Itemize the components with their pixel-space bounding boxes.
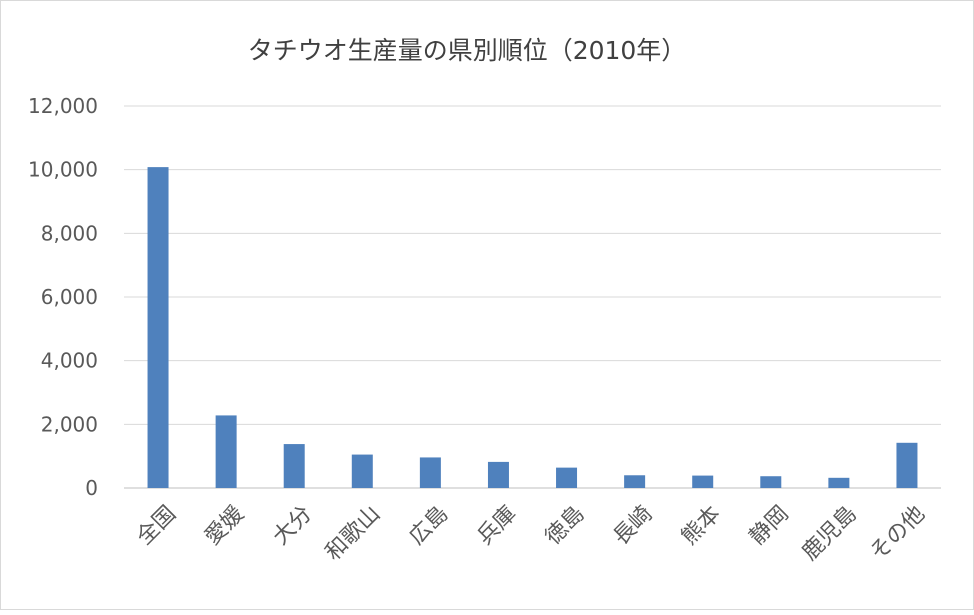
x-tick-label: 兵庫	[473, 501, 522, 550]
bar	[147, 167, 169, 488]
bar	[351, 454, 373, 488]
x-tick-label: 熊本	[677, 501, 726, 550]
bar	[624, 475, 646, 488]
bar	[760, 476, 782, 488]
bar	[896, 442, 918, 488]
x-tick-label: 長崎	[609, 501, 658, 550]
x-tick-label: 鹿児島	[798, 501, 862, 565]
bar	[487, 461, 509, 488]
y-tick-label: 6,000	[41, 285, 98, 309]
bar	[283, 444, 305, 488]
y-tick-label: 10,000	[28, 158, 98, 182]
y-axis-ticks: 0 2,000 4,000 6,000 8,000 10,000 12,000	[28, 94, 98, 500]
x-tick-label: その他	[866, 501, 930, 565]
chart-title: タチウオ生産量の県別順位（2010年）	[248, 36, 687, 65]
y-tick-label: 8,000	[41, 221, 98, 245]
bar	[692, 475, 714, 488]
bars	[147, 167, 918, 488]
y-tick-label: 0	[85, 476, 98, 500]
x-tick-label: 和歌山	[321, 501, 385, 565]
x-tick-label: 愛媛	[200, 501, 249, 550]
bar	[215, 415, 237, 488]
x-tick-label: 徳島	[541, 501, 590, 550]
x-tick-label: 広島	[405, 501, 454, 550]
gridlines	[124, 105, 941, 489]
bar	[419, 457, 441, 488]
y-tick-label: 2,000	[41, 412, 98, 436]
x-tick-label: 静岡	[745, 501, 794, 550]
bar	[828, 477, 850, 488]
x-tick-label: 全国	[132, 501, 181, 550]
bar	[556, 467, 578, 488]
y-tick-label: 12,000	[28, 94, 98, 118]
y-tick-label: 4,000	[41, 349, 98, 373]
x-axis-ticks: 全国 愛媛 大分 和歌山 広島 兵庫 徳島 長崎 熊本 静岡 鹿児島 その他	[132, 501, 930, 565]
x-tick-label: 大分	[268, 501, 317, 550]
